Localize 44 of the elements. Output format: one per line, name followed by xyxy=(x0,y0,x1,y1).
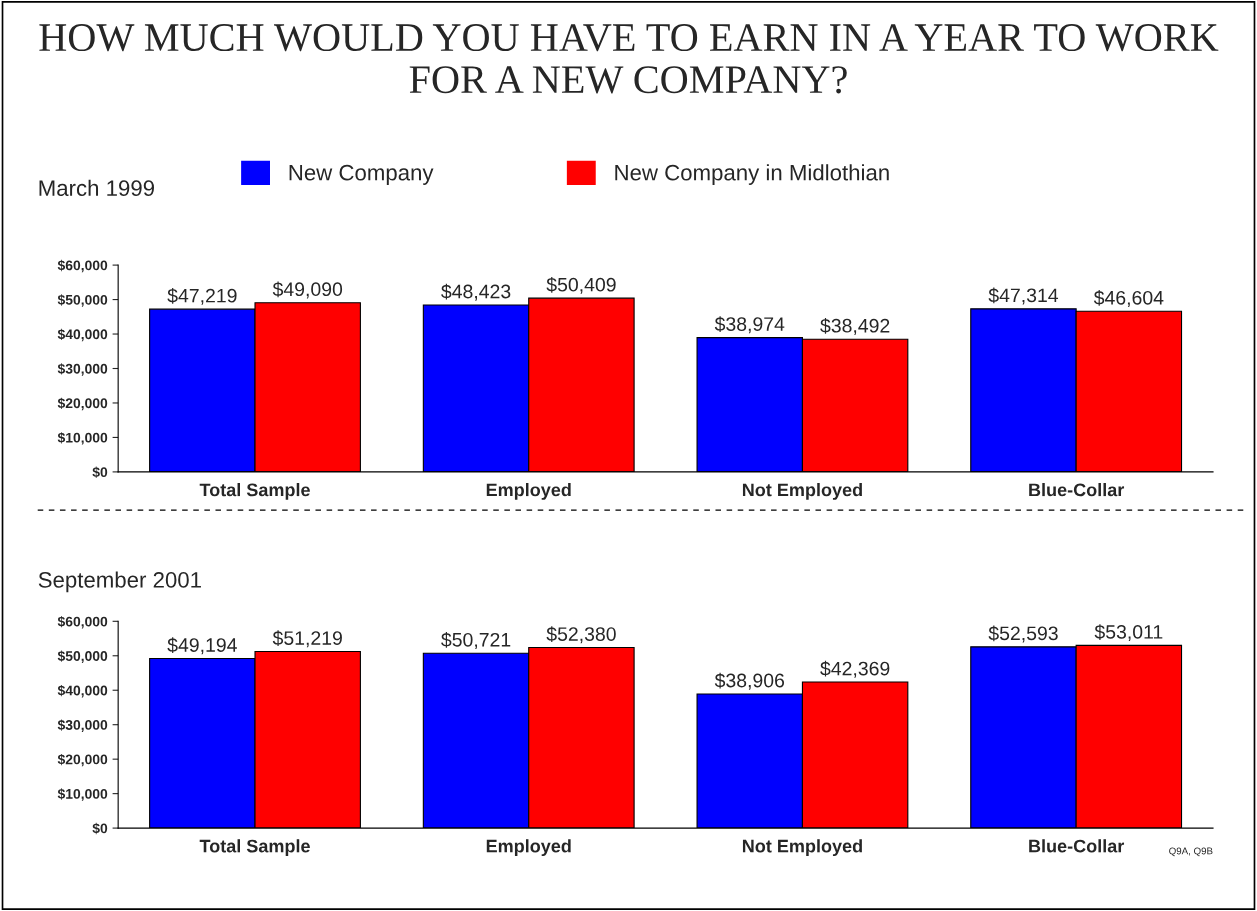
y-tick-label: $30,000 xyxy=(57,719,108,732)
y-tick-label: $60,000 xyxy=(57,616,108,629)
chart-subtitle: March 1999 xyxy=(39,179,155,197)
data-label: $53,011 xyxy=(1094,624,1163,642)
y-tick-label: $0 xyxy=(92,822,108,835)
y-tick-label: $40,000 xyxy=(57,684,108,698)
y-tick-label: $50,000 xyxy=(57,650,108,663)
data-label: $38,492 xyxy=(820,318,890,335)
data-label: $52,593 xyxy=(988,625,1058,643)
data-label: $38,906 xyxy=(714,672,785,690)
data-label: $42,369 xyxy=(820,660,890,678)
legend-label: New Company in Midlothian xyxy=(615,164,889,185)
y-tick-label: $20,000 xyxy=(57,397,108,411)
data-label: $49,194 xyxy=(167,637,237,655)
x-tick-label: Not Employed xyxy=(742,483,862,500)
data-label: $38,974 xyxy=(714,316,785,334)
data-label: $47,314 xyxy=(988,287,1059,305)
data-label: $46,604 xyxy=(1093,290,1164,307)
data-label: $50,409 xyxy=(546,276,616,294)
chart-subtitle: September 2001 xyxy=(38,571,201,593)
y-tick-label: $20,000 xyxy=(57,753,108,767)
data-label: $49,090 xyxy=(272,281,343,299)
data-label: $51,219 xyxy=(272,630,342,648)
data-label: $52,380 xyxy=(546,626,616,644)
y-tick-label: $0 xyxy=(92,466,108,478)
x-tick-label: Blue-Collar xyxy=(1029,483,1125,497)
chart-title: HOW MUCH WOULD YOU HAVE TO EARN IN A YEAR TO WORK FOR A NEW COMPANY? xyxy=(39,24,1219,94)
x-tick-label: Not Employed xyxy=(742,839,862,857)
x-tick-label: Total Sample xyxy=(199,483,310,500)
data-label: $50,721 xyxy=(441,632,511,649)
x-tick-label: Employed xyxy=(486,483,571,500)
text: Q9A, Q9B xyxy=(1169,847,1213,857)
data-label: $48,423 xyxy=(441,283,511,301)
y-tick-label: $10,000 xyxy=(57,788,108,801)
y-tick-label: $40,000 xyxy=(57,328,108,342)
legend-label: New Company xyxy=(289,164,434,185)
y-tick-label: $10,000 xyxy=(57,432,108,445)
y-tick-label: $60,000 xyxy=(57,259,108,273)
x-tick-label: Total Sample xyxy=(199,839,310,857)
y-tick-label: $50,000 xyxy=(57,294,108,307)
x-tick-label: Employed xyxy=(486,839,571,857)
y-tick-label: $30,000 xyxy=(57,363,108,376)
data-label: $47,219 xyxy=(167,287,237,305)
x-tick-label: Blue-Collar xyxy=(1029,839,1125,853)
